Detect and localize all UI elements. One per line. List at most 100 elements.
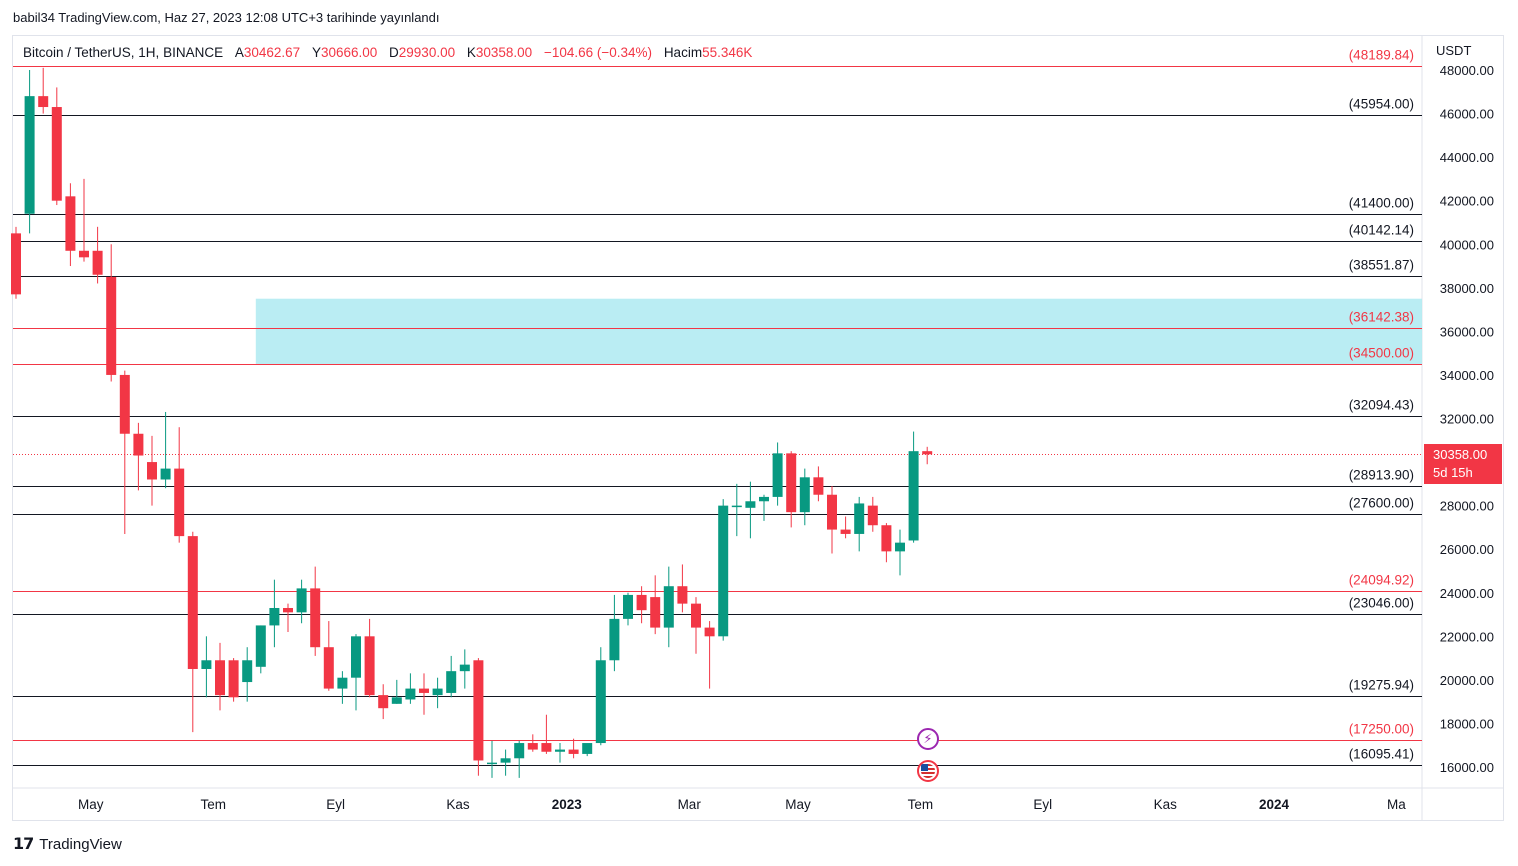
level-label: (16095.41): [1349, 747, 1414, 762]
candle-body: [296, 588, 307, 613]
candle-body: [24, 96, 35, 214]
candle-body: [854, 503, 865, 534]
y-tick-label: 40000.00: [1440, 237, 1494, 252]
x-tick-label: Eyl: [1033, 797, 1052, 812]
x-tick-label: Mar: [678, 797, 702, 812]
level-label: (27600.00): [1349, 496, 1414, 511]
candle-body: [514, 743, 525, 759]
candle-body: [364, 636, 375, 696]
candle-body: [38, 96, 49, 108]
supply-zone-box: [255, 298, 1422, 365]
y-tick-label: 24000.00: [1440, 586, 1494, 601]
candle-body: [11, 233, 21, 295]
candle-body: [568, 749, 579, 754]
candle-body: [704, 627, 715, 637]
y-tick-label: 36000.00: [1440, 324, 1494, 339]
candle-body: [51, 107, 62, 201]
level-label: (24094.92): [1349, 573, 1414, 588]
candle-body: [215, 660, 225, 696]
candle-body: [772, 453, 783, 497]
y-tick-label: 38000.00: [1440, 281, 1494, 296]
y-tick-label: 26000.00: [1440, 542, 1494, 557]
volume-value: 55.346K: [702, 45, 753, 60]
candle-body: [731, 505, 742, 508]
level-label: (40142.14): [1349, 223, 1414, 238]
close-value: 30358.00: [475, 45, 533, 60]
candle-body: [255, 625, 266, 667]
candle-body: [405, 688, 416, 700]
us-flag-event-icon[interactable]: [917, 760, 939, 782]
level-label: (48189.84): [1349, 48, 1414, 63]
y-tick-label: 34000.00: [1440, 368, 1494, 383]
symbol-title[interactable]: Bitcoin / TetherUS, 1H, BINANCE: [23, 45, 224, 60]
symbol-legend: Bitcoin / TetherUS, 1H, BINANCE A30462.6…: [23, 45, 752, 60]
candle-body: [718, 505, 729, 637]
close-label: K: [466, 45, 476, 60]
low-value: 29930.00: [398, 45, 456, 60]
level-label: (45954.00): [1349, 97, 1414, 112]
y-tick-label: 32000.00: [1440, 412, 1494, 427]
x-tick-label: May: [785, 797, 811, 812]
x-tick-label: Tem: [200, 797, 226, 812]
level-label: (38551.87): [1349, 258, 1414, 273]
level-label: (19275.94): [1349, 678, 1414, 693]
candle-body: [323, 647, 334, 689]
open-label: A: [234, 45, 244, 60]
candle-body: [745, 501, 756, 508]
y-tick-label: 42000.00: [1440, 194, 1494, 209]
candle-body: [432, 688, 443, 696]
volume-label: Hacim: [663, 45, 703, 60]
candle-body: [92, 250, 103, 275]
x-tick-label: Kas: [1154, 797, 1178, 812]
y-tick-label: 48000.00: [1440, 63, 1494, 78]
y-tick-label: 44000.00: [1440, 150, 1494, 165]
candle-body: [867, 505, 878, 526]
candle-body: [147, 462, 157, 480]
candle-body: [650, 597, 661, 628]
candle-body: [827, 494, 837, 530]
candle-body: [459, 664, 470, 672]
candle-body: [228, 660, 239, 698]
candle-body: [582, 743, 593, 754]
candle-body: [119, 374, 130, 434]
candle-body: [500, 758, 511, 763]
tradingview-brand[interactable]: 𝟭𝟳 TradingView: [13, 834, 122, 854]
candle-body: [677, 586, 688, 604]
lightning-event-icon[interactable]: ⚡: [917, 728, 939, 750]
candle-body: [840, 529, 851, 534]
x-tick-label: May: [78, 797, 104, 812]
candle-body: [623, 594, 633, 619]
candle-body: [446, 671, 457, 693]
level-label: (23046.00): [1349, 596, 1414, 611]
y-tick-label: 28000.00: [1440, 499, 1494, 514]
candle-body: [79, 250, 89, 258]
candle-body: [201, 660, 212, 669]
candle-body: [527, 743, 538, 750]
candle-body: [663, 586, 674, 628]
level-label: (32094.43): [1349, 398, 1414, 413]
candle-body: [174, 468, 185, 537]
candle-body: [799, 477, 810, 513]
candle-body: [65, 196, 76, 251]
candle-body: [391, 697, 402, 704]
low-label: D: [389, 45, 399, 60]
candle-body: [269, 607, 280, 626]
high-label: Y: [311, 45, 321, 60]
level-label: (36142.38): [1349, 310, 1414, 325]
level-label: (41400.00): [1349, 196, 1414, 211]
chart-frame: [12, 35, 1504, 821]
tradingview-logo-icon: 𝟭𝟳: [13, 836, 34, 853]
y-tick-label: 16000.00: [1440, 760, 1494, 775]
candle-body: [283, 607, 293, 613]
x-tick-label: Eyl: [326, 797, 345, 812]
candle-body: [895, 542, 905, 552]
x-tick-label: 2024: [1259, 797, 1290, 812]
brand-name: TradingView: [39, 835, 122, 853]
currency-label[interactable]: USDT: [1436, 43, 1472, 58]
published-caption: babil34 TradingView.com, Haz 27, 2023 12…: [13, 10, 440, 25]
candle-body: [595, 660, 606, 744]
x-tick-label: 2023: [552, 797, 583, 812]
open-value: 30462.67: [243, 45, 301, 60]
y-tick-label: 20000.00: [1440, 673, 1494, 688]
